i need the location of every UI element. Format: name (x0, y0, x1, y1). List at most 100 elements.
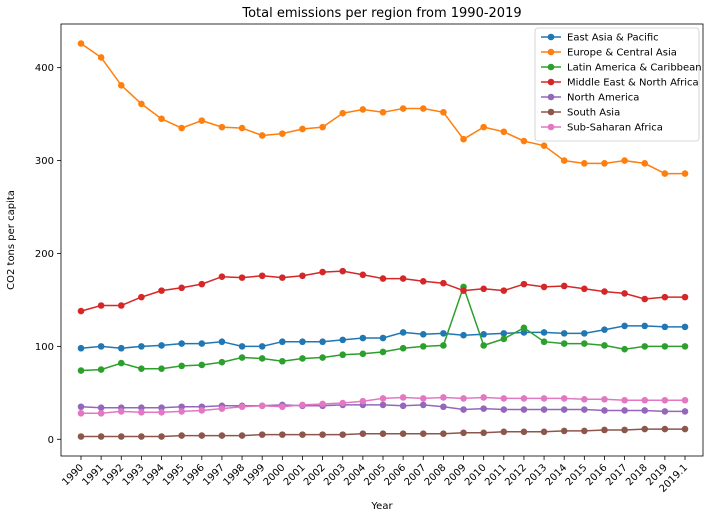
data-point (560, 282, 568, 290)
data-point (460, 429, 467, 437)
data-point (601, 160, 608, 167)
data-point (77, 344, 85, 352)
data-point (178, 362, 185, 370)
data-point (258, 132, 266, 139)
data-point (279, 274, 286, 281)
data-point (419, 343, 427, 350)
y-axis-label: CO2 tons per capita (6, 190, 17, 290)
series-1 (77, 40, 689, 177)
legend: East Asia & Pacific Europe & Central Asia… (534, 27, 702, 142)
data-point (581, 330, 588, 337)
data-point (299, 272, 306, 280)
data-point (419, 330, 427, 338)
data-point (581, 285, 588, 293)
legend-label: Latin America & Caribbean (567, 63, 702, 74)
data-point (641, 396, 649, 404)
x-tick-label: 1997 (201, 462, 227, 488)
x-tick-label: 2016 (584, 462, 610, 488)
legend-swatch-marker (547, 48, 555, 56)
data-point (520, 280, 528, 288)
data-point (601, 396, 608, 403)
data-point (258, 402, 266, 410)
data-point (117, 433, 125, 440)
data-point (138, 343, 145, 350)
series-2 (77, 283, 689, 374)
data-point (460, 331, 467, 339)
data-point (319, 338, 326, 346)
data-point (681, 323, 689, 331)
data-point (581, 160, 588, 167)
data-point (238, 343, 246, 350)
data-point (218, 123, 226, 131)
data-point (601, 326, 608, 333)
x-tick-label: 1996 (181, 462, 207, 488)
data-point (581, 427, 588, 435)
data-point (641, 343, 649, 350)
data-point (117, 344, 125, 352)
series-layer (77, 40, 689, 440)
data-point (399, 329, 407, 336)
data-point (641, 407, 649, 414)
x-tick-label: 2014 (544, 462, 570, 488)
data-point (480, 405, 487, 412)
data-point (379, 401, 387, 409)
data-point (621, 322, 628, 330)
data-point (460, 395, 467, 402)
data-point (399, 344, 407, 352)
data-point (460, 406, 467, 413)
series-3 (77, 267, 689, 315)
data-point (480, 429, 487, 437)
data-point (641, 160, 649, 167)
x-tick-label: 2012 (503, 462, 529, 488)
legend-swatch-marker (547, 63, 555, 71)
data-point (97, 433, 105, 440)
legend-swatch-marker (547, 108, 555, 116)
legend-frame (534, 27, 700, 142)
x-tick-label: 1991 (80, 462, 106, 488)
data-point (540, 395, 548, 402)
data-point (339, 431, 347, 438)
data-point (540, 329, 548, 336)
x-tick-label: 2013 (523, 462, 549, 488)
data-point (460, 135, 467, 143)
x-tick-label: 1999 (242, 462, 268, 488)
data-point (540, 428, 548, 436)
data-point (97, 343, 105, 350)
data-point (460, 287, 467, 294)
data-point (339, 351, 347, 359)
data-point (480, 285, 487, 293)
data-point (218, 338, 226, 346)
x-tick-label: 2018 (624, 462, 650, 488)
data-point (158, 287, 165, 294)
x-tick-label: 2004 (342, 462, 368, 488)
data-point (258, 343, 266, 350)
data-point (540, 142, 548, 150)
data-point (258, 272, 266, 280)
data-point (661, 170, 669, 177)
data-point (359, 397, 367, 405)
data-point (178, 432, 185, 439)
x-tick-label: 2006 (382, 462, 408, 488)
data-point (661, 343, 669, 350)
data-point (339, 399, 347, 407)
chart-title: Total emissions per region from 1990-201… (241, 6, 521, 21)
data-point (117, 302, 125, 309)
x-tick-label: 1994 (141, 462, 167, 488)
data-point (440, 342, 447, 349)
legend-label: Sub-Saharan Africa (567, 123, 663, 134)
data-point (359, 430, 367, 438)
data-point (299, 125, 306, 133)
x-tick-label: 2005 (362, 462, 388, 488)
data-point (661, 425, 669, 433)
data-point (279, 130, 286, 137)
data-point (621, 396, 628, 404)
series-6 (77, 394, 689, 417)
data-point (279, 338, 286, 346)
x-tick-label: 2001 (282, 462, 308, 488)
data-point (661, 396, 669, 404)
data-point (379, 395, 387, 402)
y-tick-label: 400 (35, 63, 54, 74)
x-tick-label: 2000 (262, 462, 288, 488)
data-point (500, 395, 508, 402)
